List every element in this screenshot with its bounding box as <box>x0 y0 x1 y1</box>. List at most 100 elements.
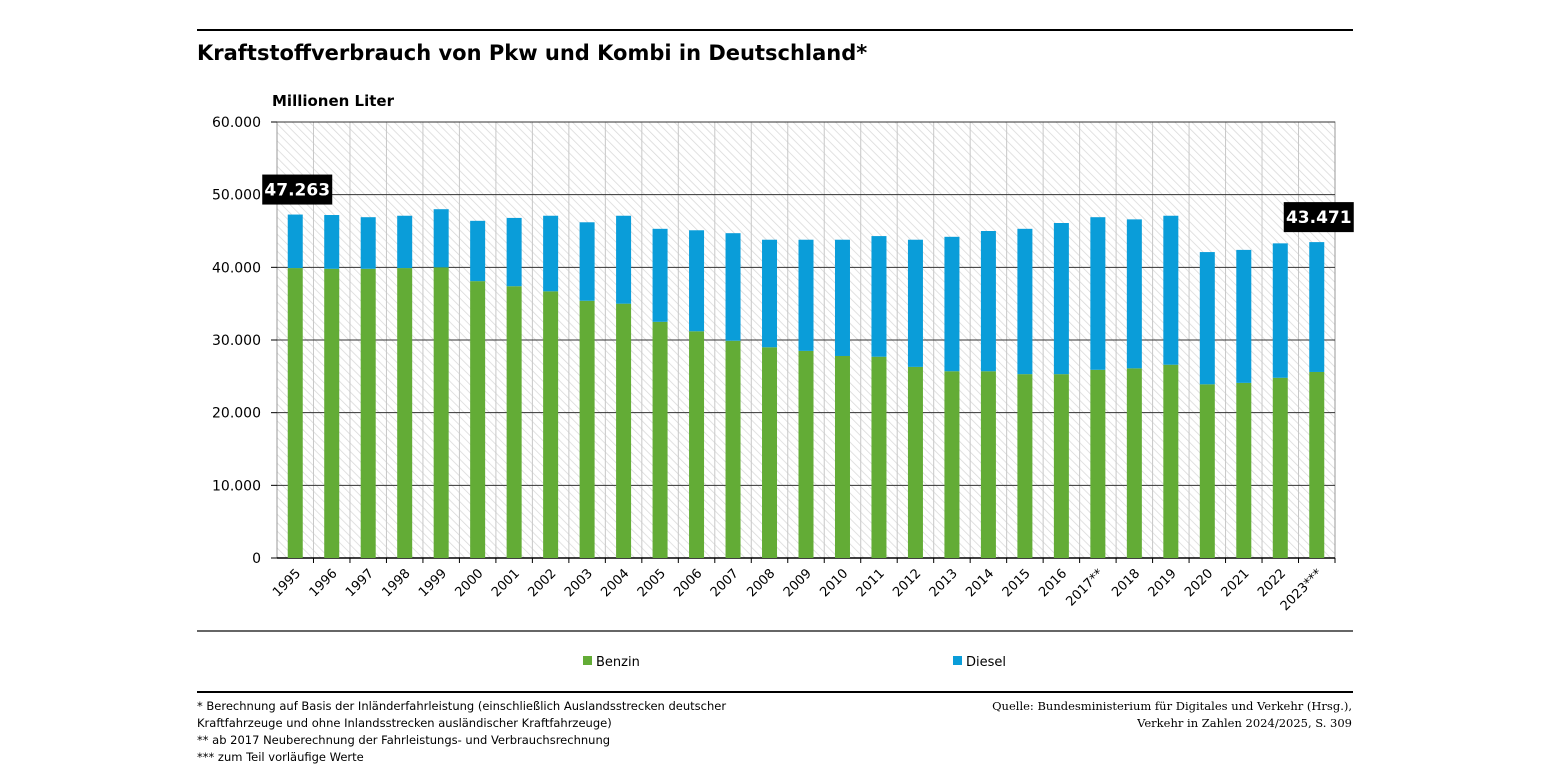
bar <box>907 366 923 558</box>
x-tick-label: 1997 <box>343 566 377 600</box>
y-tick-label: 60.000 <box>212 115 261 131</box>
x-tick-label: 2012 <box>890 566 924 600</box>
x-tick-label: 2021 <box>1219 566 1253 600</box>
bar <box>360 217 376 269</box>
x-tick-label: 2003 <box>562 566 596 600</box>
bar <box>543 215 559 292</box>
source: Verkehr in Zahlen 2024/2025, S. 309 <box>1136 716 1352 730</box>
legend-label: Benzin <box>596 655 640 670</box>
bar <box>287 214 303 269</box>
x-tick-label: 2010 <box>817 566 851 600</box>
x-tick-label: 1995 <box>270 566 304 600</box>
bar <box>579 300 595 558</box>
bar <box>907 239 923 367</box>
bar <box>1126 219 1142 369</box>
x-tick-label: 2002 <box>525 566 559 600</box>
bar <box>1199 384 1215 558</box>
bar <box>980 231 996 372</box>
bar <box>324 268 340 558</box>
bar <box>1163 364 1179 558</box>
bar <box>470 281 486 558</box>
x-tick-label: 2004 <box>598 566 632 600</box>
bar <box>324 215 340 269</box>
bar <box>762 347 778 558</box>
bar <box>1309 242 1325 372</box>
bar <box>1053 223 1069 375</box>
bar <box>1090 217 1106 370</box>
footnote: ** ab 2017 Neuberechnung der Fahrleistun… <box>197 733 610 747</box>
chart-title: Kraftstoffverbrauch von Pkw und Kombi in… <box>197 41 867 65</box>
bar <box>652 228 668 322</box>
bar <box>944 371 960 558</box>
x-tick-label: 2017** <box>1063 566 1107 610</box>
bar <box>287 268 303 558</box>
bar <box>980 371 996 558</box>
bar <box>1272 377 1288 558</box>
bar <box>689 331 705 558</box>
bar <box>616 303 632 558</box>
bar <box>652 321 668 558</box>
x-tick-label: 2005 <box>635 566 669 600</box>
bar <box>871 356 887 558</box>
x-tick-label: 2001 <box>489 566 523 600</box>
bar <box>360 268 376 558</box>
footnote: * Berechnung auf Basis der Inländerfahrl… <box>197 699 726 713</box>
source: Quelle: Bundesministerium für Digitales … <box>992 699 1352 713</box>
bar <box>944 236 960 372</box>
x-tick-label: 2019 <box>1146 566 1180 600</box>
x-tick-label: 2008 <box>744 566 778 600</box>
bar <box>433 267 449 558</box>
bar <box>1272 243 1288 378</box>
y-tick-label: 50.000 <box>212 188 261 204</box>
bar <box>543 291 559 558</box>
y-tick-label: 20.000 <box>212 406 261 422</box>
x-tick-label: 1998 <box>380 566 414 600</box>
x-tick-label: 2018 <box>1109 566 1143 600</box>
annotation-box <box>262 174 333 205</box>
x-tick-label: 2006 <box>671 566 705 600</box>
y-axis-label: Millionen Liter <box>272 92 395 110</box>
legend-swatch <box>583 656 592 665</box>
bar <box>397 215 413 269</box>
x-tick-label: 2011 <box>854 566 888 600</box>
x-tick-label: 1999 <box>416 566 450 600</box>
bar <box>433 209 449 268</box>
y-tick-label: 0 <box>252 551 261 567</box>
x-tick-label: 2016 <box>1036 566 1070 600</box>
bar <box>1199 252 1215 385</box>
bar <box>1017 374 1033 558</box>
footnote: Kraftfahrzeuge und ohne Inlandsstrecken … <box>197 716 612 730</box>
bar <box>725 233 741 341</box>
bar <box>506 217 522 287</box>
x-tick-label: 2013 <box>927 566 961 600</box>
y-tick-label: 10.000 <box>212 478 261 494</box>
bar <box>871 236 887 357</box>
bar <box>689 230 705 332</box>
bar <box>798 239 814 351</box>
bar <box>1053 374 1069 558</box>
annotation-label: 47.263 <box>264 181 330 201</box>
x-tick-label: 2022 <box>1255 566 1289 600</box>
legend-label: Diesel <box>966 655 1006 670</box>
bar <box>762 239 778 348</box>
bar <box>725 340 741 558</box>
bar <box>1236 249 1252 383</box>
bar <box>1236 382 1252 558</box>
annotation-label: 43.471 <box>1286 208 1352 228</box>
y-tick-label: 30.000 <box>212 333 261 349</box>
bar <box>397 268 413 558</box>
bar <box>1090 369 1106 558</box>
bar <box>834 355 850 558</box>
x-tick-label: 2014 <box>963 566 997 600</box>
footnote: *** zum Teil vorläufige Werte <box>197 750 364 764</box>
y-tick-label: 40.000 <box>212 260 261 276</box>
x-tick-label: 2020 <box>1182 566 1216 600</box>
bar <box>798 350 814 558</box>
x-tick-label: 2009 <box>781 566 815 600</box>
x-tick-label: 2000 <box>452 566 486 600</box>
x-tick-label: 1996 <box>307 566 341 600</box>
annotation-box <box>1283 202 1354 233</box>
bar <box>506 286 522 558</box>
x-tick-label: 2007 <box>708 566 742 600</box>
